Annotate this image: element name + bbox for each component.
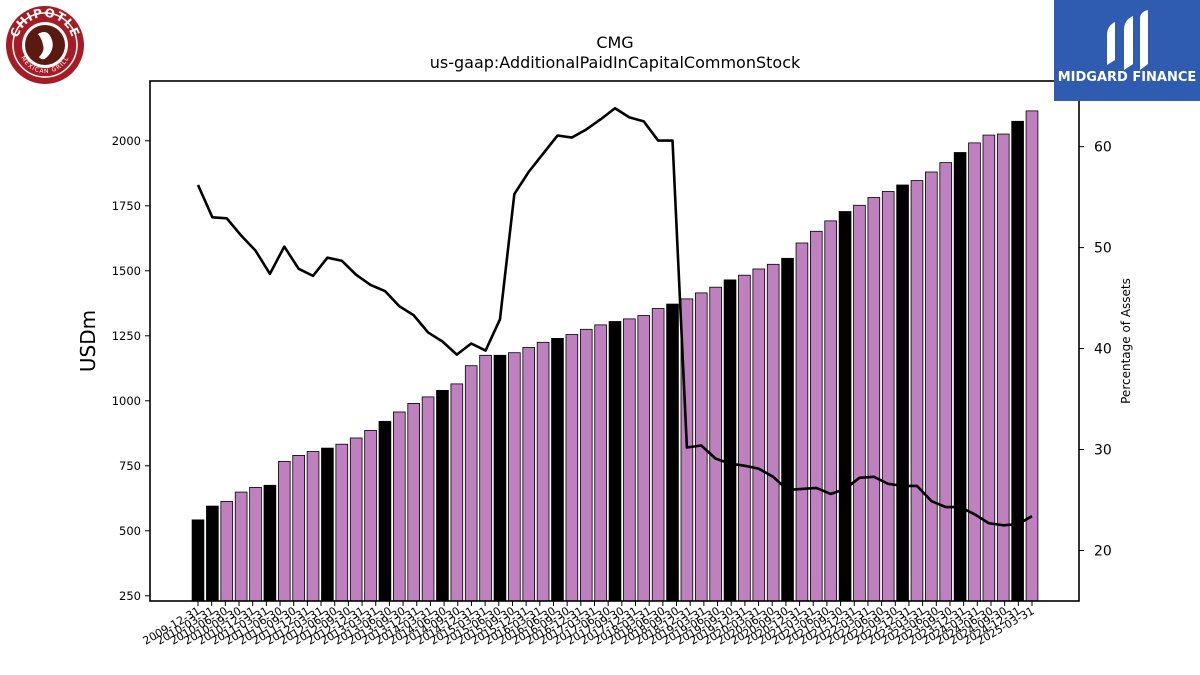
y-tick-label: 250 — [119, 589, 141, 603]
bar — [407, 402, 420, 602]
bar — [421, 396, 435, 602]
y-tick-label-right: 50 — [1094, 241, 1112, 257]
y-tick-label: 750 — [119, 459, 141, 473]
bar — [450, 383, 464, 602]
bar — [781, 257, 794, 602]
chart-title: CMG — [596, 33, 633, 52]
bar — [1011, 120, 1024, 602]
bar-series — [191, 110, 1039, 602]
bar — [508, 352, 521, 602]
bar — [191, 519, 205, 602]
y-tick-label-right: 40 — [1094, 342, 1112, 358]
midgard-mark-icon — [1107, 10, 1148, 70]
percent-line-series — [196, 106, 1033, 527]
y-axis-label-right: Percentage of Assets — [1119, 278, 1133, 404]
bar — [752, 268, 766, 602]
bar — [853, 204, 866, 602]
y-tick-label: 500 — [119, 524, 141, 538]
bar — [277, 460, 291, 602]
midgard-wordmark: MIDGARD FINANCE — [1058, 70, 1197, 85]
bar — [565, 334, 579, 602]
bar — [206, 505, 219, 602]
bar — [249, 486, 262, 602]
percent-line — [196, 106, 1033, 527]
bar — [436, 389, 449, 602]
chipotle-logo: CHIPOTLE MEXICAN GRILL — [6, 6, 84, 84]
bar — [953, 152, 967, 602]
chart-subtitle: us-gaap:AdditionalPaidInCapitalCommonSto… — [430, 53, 801, 72]
bar — [723, 279, 737, 602]
plot-frame — [149, 80, 1080, 602]
bar — [321, 447, 334, 602]
y-ticks-left: 250 500 750 1000 1250 1500 1750 2000 — [112, 134, 150, 603]
bar — [364, 430, 377, 602]
bar — [335, 443, 349, 602]
bar — [479, 354, 492, 602]
bar — [939, 162, 953, 602]
bar — [666, 303, 679, 602]
y-tick-label-right: 20 — [1094, 544, 1112, 560]
bar — [292, 454, 305, 602]
bar — [838, 211, 852, 602]
bar — [608, 321, 622, 602]
bar — [1025, 110, 1039, 602]
bar — [234, 491, 248, 602]
bar — [968, 142, 981, 602]
midgard-logo: MIDGARD FINANCE — [1054, 0, 1200, 101]
x-ticks: 2009-12-312010-03-312010-06-302010-09-30… — [141, 601, 1037, 648]
bar — [536, 341, 550, 602]
bar — [220, 501, 234, 602]
bar — [824, 220, 837, 602]
bar — [910, 180, 924, 602]
bar — [522, 347, 536, 602]
y-tick-label: 2000 — [112, 134, 141, 148]
y-tick-label: 1500 — [112, 264, 141, 278]
bar — [881, 191, 895, 602]
bar — [263, 484, 277, 602]
y-tick-label: 1750 — [112, 199, 141, 213]
y-tick-label-right: 60 — [1094, 140, 1112, 156]
bar — [623, 318, 636, 602]
bar — [493, 354, 507, 602]
bar — [709, 286, 722, 602]
bar — [464, 365, 478, 602]
bar — [579, 328, 593, 602]
bar — [306, 451, 320, 602]
bar — [925, 171, 938, 602]
bar — [651, 308, 665, 602]
bar — [867, 197, 881, 602]
bar — [766, 263, 780, 602]
bar — [393, 411, 406, 602]
bar — [738, 274, 751, 602]
bar — [637, 315, 651, 602]
y-tick-label: 1250 — [112, 329, 141, 343]
pepper-icon — [38, 32, 53, 60]
bar — [896, 184, 909, 602]
bar — [349, 437, 363, 602]
bar — [810, 230, 823, 602]
y-axis-label: USDm — [76, 310, 100, 372]
y-ticks-right: 20 30 40 50 60 — [1079, 140, 1112, 560]
y-tick-label: 1000 — [112, 394, 141, 408]
bar — [982, 134, 996, 602]
y-tick-label-right: 30 — [1094, 443, 1112, 459]
bar — [795, 242, 809, 602]
bar — [551, 337, 564, 602]
bar — [378, 420, 392, 602]
bar — [594, 324, 607, 602]
bar — [996, 133, 1010, 602]
